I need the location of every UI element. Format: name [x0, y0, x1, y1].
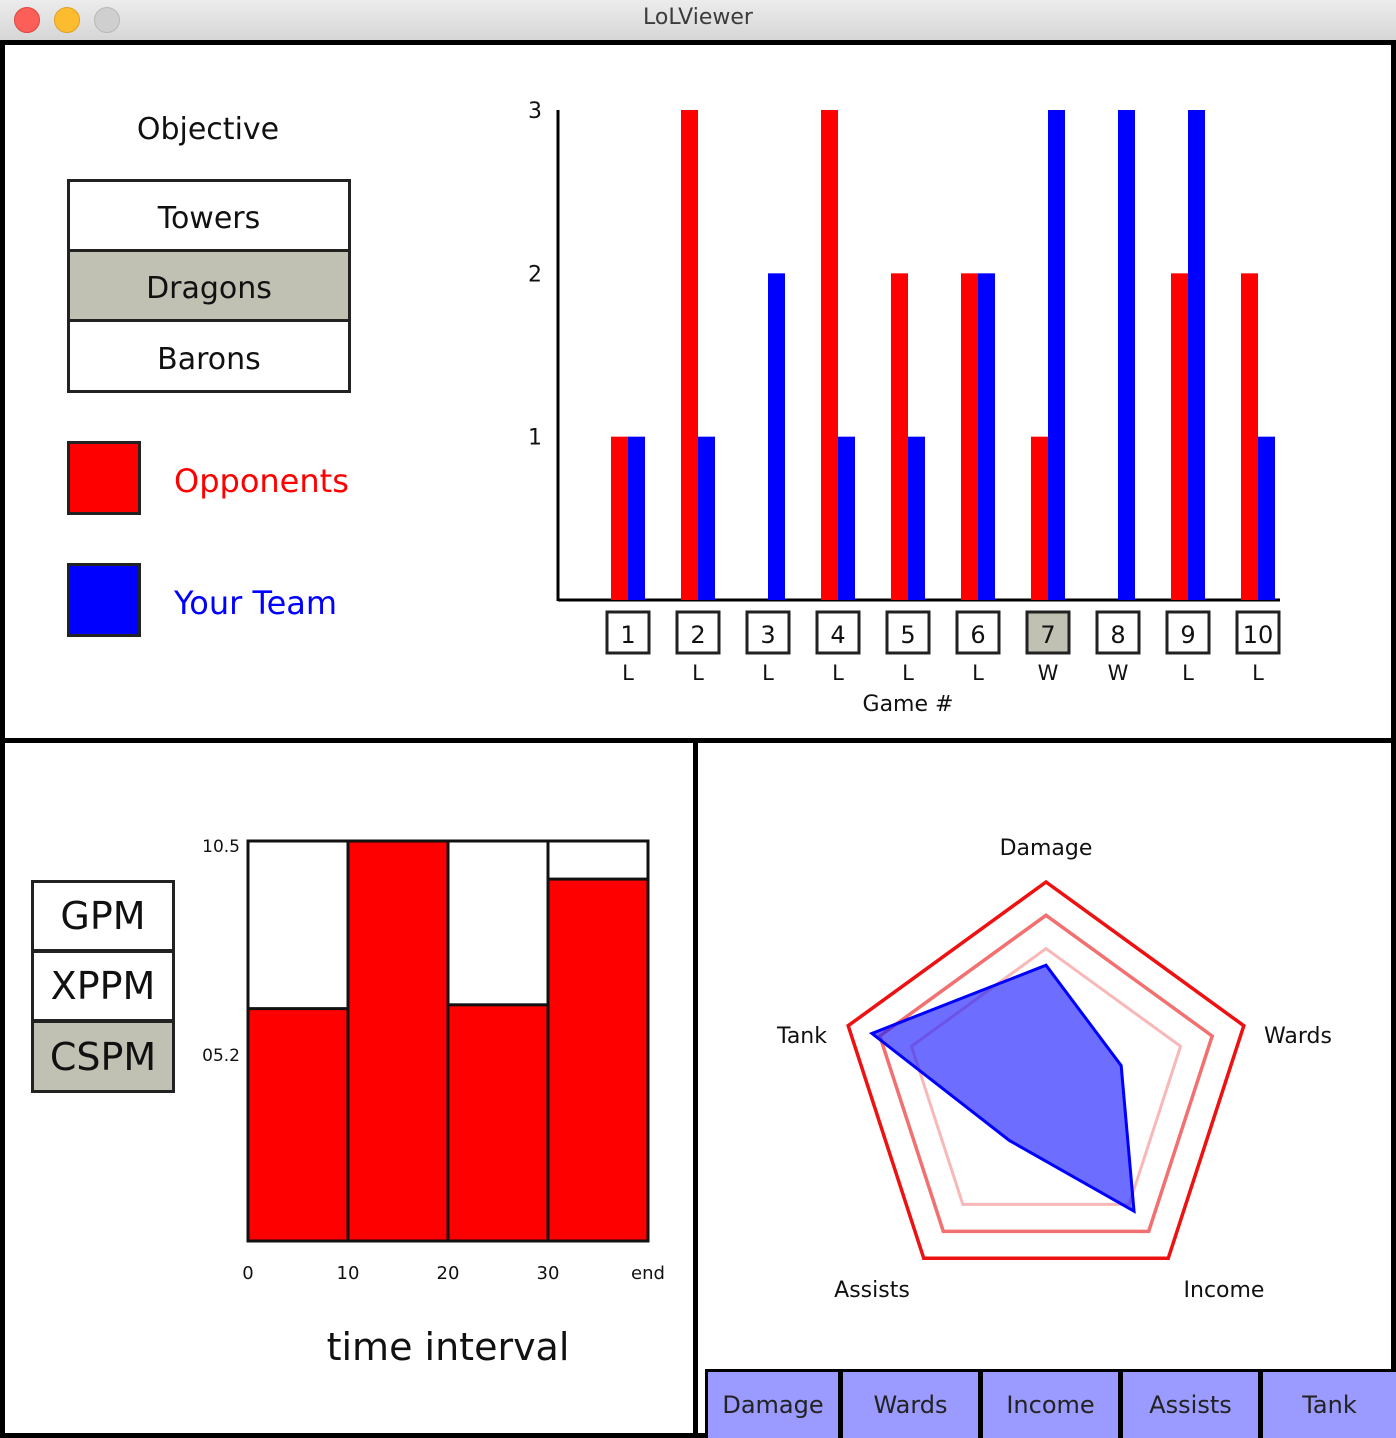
game-4-result: L	[832, 661, 844, 685]
x-axis-title: Game #	[863, 692, 954, 717]
interval-bar-10-20	[346, 839, 450, 1243]
opponents-legend-label: Opponents	[174, 462, 349, 500]
game-4-button[interactable]	[815, 610, 861, 655]
games-bar-chart: 1 2 3 1 L 2 L 3 L 4 L 5 L 6 L 7 W 8 W 9 L 10 L Game #	[528, 99, 1281, 717]
game-3-button[interactable]	[745, 610, 791, 655]
radar-tab-tank[interactable]: Tank	[1263, 1372, 1396, 1438]
game-3-result: L	[762, 661, 774, 685]
game-5-label[interactable]: 5	[900, 621, 915, 649]
interval-bar-chart: 05.2 10.5 0 10 20 30 end time interval	[202, 837, 665, 1369]
opponents-bar-game-7	[1031, 436, 1048, 600]
radar-tab-bar: Damage Wards Income Assists Tank	[705, 1369, 1396, 1438]
radar-axis-label-tank: Tank	[776, 1024, 827, 1049]
opponents-bar-game-2	[681, 110, 698, 600]
game-9-button[interactable]	[1165, 610, 1211, 655]
game-3-label[interactable]: 3	[760, 621, 775, 649]
game-1-button[interactable]	[605, 610, 651, 655]
opponents-bar-game-9	[1171, 273, 1188, 600]
team-bar-game-1	[628, 436, 645, 600]
title-bar: LoLViewer	[0, 0, 1396, 41]
radar-series	[868, 963, 1136, 1214]
team-bar-game-2	[698, 436, 715, 600]
radar-axis-label-damage: Damage	[1000, 836, 1093, 861]
game-7-button[interactable]	[1025, 610, 1071, 655]
game-1-label[interactable]: 1	[620, 621, 635, 649]
opponents-bar-game-5	[891, 273, 908, 600]
game-2-label[interactable]: 2	[690, 621, 705, 649]
interval-bar-20-30	[446, 1003, 550, 1243]
window-title: LoLViewer	[643, 5, 753, 30]
radar-axis-label-wards: Wards	[1264, 1024, 1332, 1049]
game-2-button[interactable]	[675, 610, 721, 655]
radar-ring	[846, 879, 1246, 1261]
game-7-label[interactable]: 7	[1040, 621, 1055, 649]
close-window-button[interactable]	[14, 7, 40, 33]
game-6-result: L	[972, 661, 984, 685]
objective-barons-button[interactable]: Barons	[67, 319, 351, 393]
interval-y-tick: 10.5	[202, 837, 240, 857]
opponents-bar-game-10	[1241, 273, 1258, 600]
team-bar-game-8	[1118, 110, 1135, 600]
game-10-result: L	[1252, 661, 1264, 685]
team-bar-game-3	[768, 273, 785, 600]
radar-tab-assists[interactable]: Assists	[1123, 1372, 1258, 1438]
interval-x-tick: 0	[242, 1263, 253, 1284]
interval-x-tick: 30	[537, 1263, 560, 1284]
game-6-label[interactable]: 6	[970, 621, 985, 649]
team-bar-game-6	[978, 273, 995, 600]
game-7-result: W	[1038, 661, 1059, 685]
team-bar-game-10	[1258, 436, 1275, 600]
game-9-label[interactable]: 9	[1180, 621, 1195, 649]
y-tick-label: 1	[528, 426, 542, 451]
game-8-label[interactable]: 8	[1110, 621, 1125, 649]
metric-cspm-button[interactable]: CSPM	[31, 1020, 175, 1093]
radar-tab-damage[interactable]: Damage	[708, 1372, 838, 1438]
team-legend-label: Your Team	[174, 584, 338, 622]
interval-y-tick: 05.2	[202, 1046, 240, 1066]
team-bar-game-9	[1188, 110, 1205, 600]
game-9-result: L	[1182, 661, 1194, 685]
game-8-result: W	[1108, 661, 1129, 685]
game-10-button[interactable]	[1235, 610, 1281, 655]
opponents-swatch	[67, 441, 141, 515]
interval-x-tick: 20	[437, 1263, 460, 1284]
game-8-button[interactable]	[1095, 610, 1141, 655]
interval-x-tick: end	[631, 1263, 665, 1284]
opponents-bar-game-6	[961, 273, 978, 600]
radar-tab-income[interactable]: Income	[983, 1372, 1118, 1438]
team-bar-game-4	[838, 436, 855, 600]
team-bar-game-7	[1048, 110, 1065, 600]
radar-axis-label-income: Income	[1184, 1278, 1265, 1303]
game-5-button[interactable]	[885, 610, 931, 655]
interval-x-tick: 10	[337, 1263, 360, 1284]
y-tick-label: 3	[528, 99, 542, 124]
game-5-result: L	[902, 661, 914, 685]
zoom-window-button[interactable]	[94, 7, 120, 33]
team-bar-game-5	[908, 436, 925, 600]
metric-gpm-button[interactable]: GPM	[31, 880, 175, 952]
team-swatch	[67, 563, 141, 637]
interval-bar-30-end	[546, 877, 650, 1243]
game-1-result: L	[622, 661, 634, 685]
interval-x-title: time interval	[327, 1325, 570, 1369]
radar-axis-label-assists: Assists	[834, 1278, 910, 1303]
game-2-result: L	[692, 661, 704, 685]
radar-ring	[877, 913, 1215, 1234]
game-4-label[interactable]: 4	[830, 621, 845, 649]
game-6-button[interactable]	[955, 610, 1001, 655]
y-tick-label: 2	[528, 262, 542, 287]
objective-heading: Objective	[136, 112, 280, 147]
opponents-bar-game-4	[821, 110, 838, 600]
game-10-label[interactable]: 10	[1243, 621, 1274, 649]
minimize-window-button[interactable]	[54, 7, 80, 33]
radar-tab-wards[interactable]: Wards	[843, 1372, 978, 1438]
opponents-bar-game-1	[611, 436, 628, 600]
